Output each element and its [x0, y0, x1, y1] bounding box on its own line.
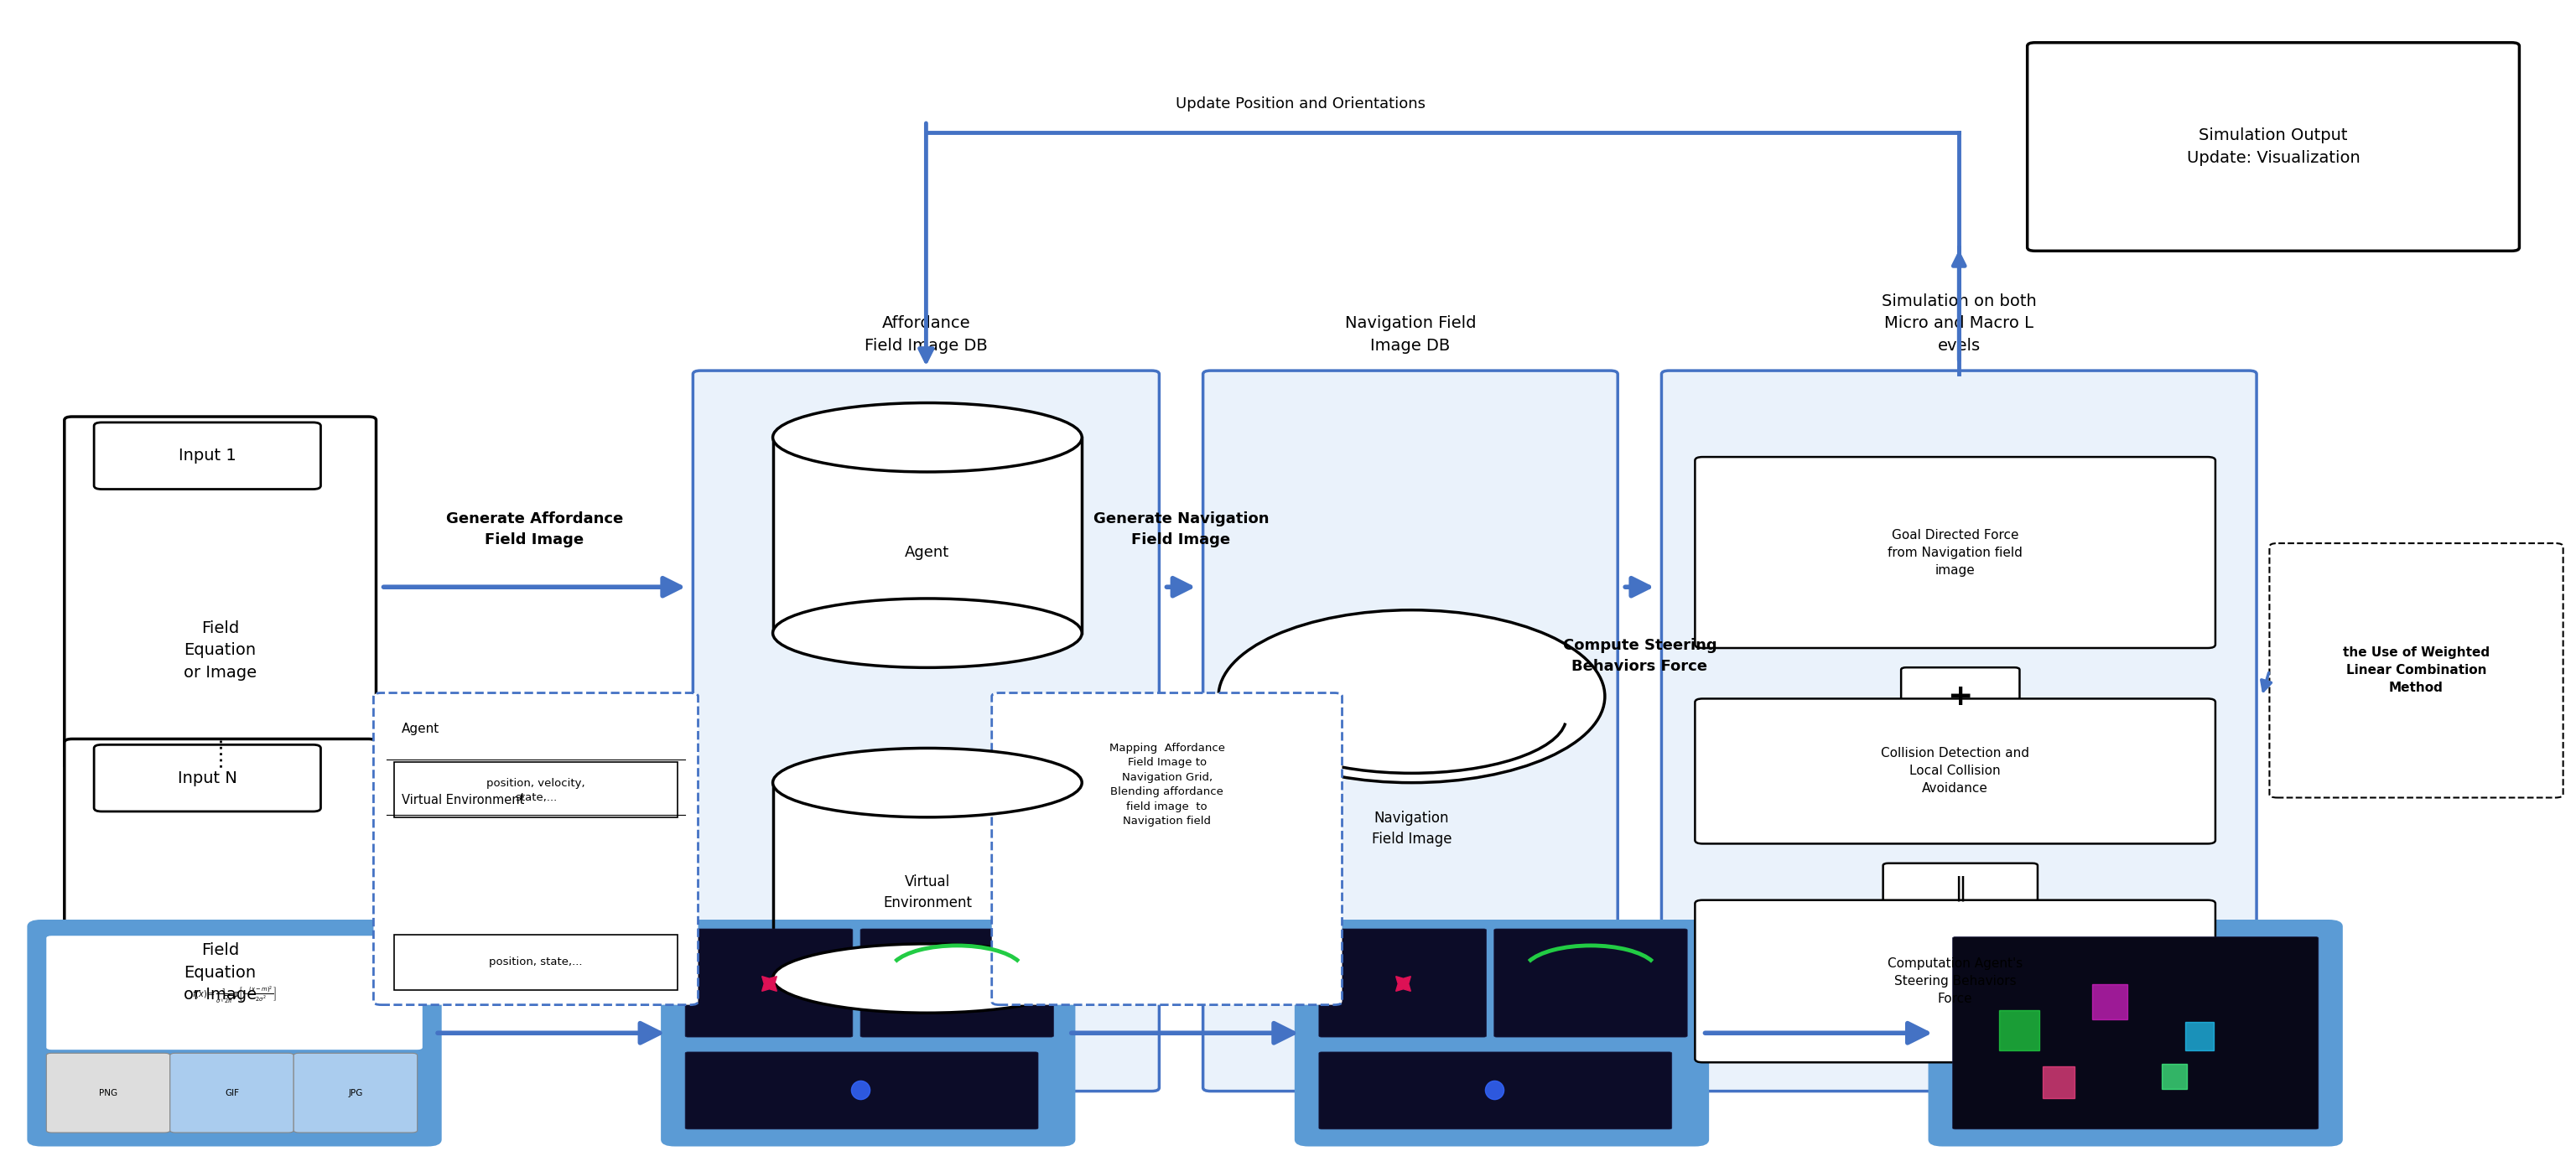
Text: $f(x)=\frac{1}{\sigma\sqrt{2\pi}}\varphi\left[-\frac{(x-m)^2}{2\sigma^2}\right]$: $f(x)=\frac{1}{\sigma\sqrt{2\pi}}\varphi…: [193, 984, 276, 1005]
Ellipse shape: [773, 748, 1082, 817]
FancyBboxPatch shape: [1695, 900, 2215, 1062]
Bar: [394, 762, 677, 817]
Text: Computation Agent's
Steering Behaviors
Force: Computation Agent's Steering Behaviors F…: [1888, 958, 2022, 1005]
Text: Affordance
Field Image DB: Affordance Field Image DB: [866, 315, 987, 353]
Ellipse shape: [773, 599, 1082, 668]
FancyBboxPatch shape: [2269, 543, 2563, 798]
FancyBboxPatch shape: [93, 422, 319, 489]
Text: Navigation
Field Image: Navigation Field Image: [1370, 810, 1453, 847]
FancyBboxPatch shape: [46, 1053, 170, 1133]
Text: ‖: ‖: [1955, 876, 1965, 901]
Text: Update Position and Orientations: Update Position and Orientations: [1175, 96, 1427, 112]
Text: Compute Steering
Behaviors Force: Compute Steering Behaviors Force: [1564, 638, 1716, 674]
Text: Agent: Agent: [904, 544, 951, 561]
FancyBboxPatch shape: [1695, 699, 2215, 844]
FancyBboxPatch shape: [1901, 668, 2020, 725]
FancyBboxPatch shape: [1953, 937, 2318, 1129]
Text: +: +: [1947, 683, 1973, 710]
Text: Field
Equation
or Image: Field Equation or Image: [183, 620, 258, 680]
FancyBboxPatch shape: [28, 921, 440, 1145]
Text: GIF: GIF: [224, 1089, 240, 1098]
FancyBboxPatch shape: [1319, 1052, 1672, 1129]
Text: Collision Detection and
Local Collision
Avoidance: Collision Detection and Local Collision …: [1880, 747, 2030, 795]
Text: Virtual Environment: Virtual Environment: [402, 794, 526, 806]
Text: Field
Equation
or Image: Field Equation or Image: [183, 943, 258, 1003]
Text: Goal Directed Force
from Navigation field
image: Goal Directed Force from Navigation fiel…: [1888, 528, 2022, 577]
FancyBboxPatch shape: [46, 936, 422, 1050]
Ellipse shape: [773, 944, 1082, 1013]
FancyBboxPatch shape: [1203, 371, 1618, 1091]
Circle shape: [1218, 610, 1605, 783]
FancyBboxPatch shape: [294, 1053, 417, 1133]
FancyBboxPatch shape: [64, 739, 376, 1091]
FancyBboxPatch shape: [662, 921, 1074, 1145]
FancyBboxPatch shape: [1494, 929, 1687, 1037]
Text: the Use of Weighted
Linear Combination
Method: the Use of Weighted Linear Combination M…: [2342, 647, 2491, 694]
Text: Simulation Output
Update: Visualization: Simulation Output Update: Visualization: [2187, 128, 2360, 166]
Text: Input N: Input N: [178, 770, 237, 786]
Bar: [773, 437, 1082, 633]
FancyBboxPatch shape: [860, 929, 1054, 1037]
FancyBboxPatch shape: [1662, 371, 2257, 1091]
Ellipse shape: [773, 403, 1082, 472]
Text: Simulation on both
Micro and Macro L
evels: Simulation on both Micro and Macro L eve…: [1880, 294, 2038, 353]
FancyBboxPatch shape: [685, 1052, 1038, 1129]
Bar: [773, 783, 1082, 978]
FancyBboxPatch shape: [1883, 863, 2038, 914]
Text: position, state,...: position, state,...: [489, 956, 582, 968]
FancyBboxPatch shape: [1296, 921, 1708, 1145]
Text: Agent: Agent: [402, 723, 440, 734]
Text: position, velocity,
state,...: position, velocity, state,...: [487, 778, 585, 803]
FancyBboxPatch shape: [64, 417, 376, 769]
FancyBboxPatch shape: [1319, 929, 1486, 1037]
Text: Mapping  Affordance
Field Image to
Navigation Grid,
Blending affordance
field im: Mapping Affordance Field Image to Naviga…: [1110, 742, 1224, 826]
Text: JPG: JPG: [348, 1089, 363, 1098]
FancyBboxPatch shape: [1695, 457, 2215, 648]
Bar: [394, 935, 677, 990]
FancyBboxPatch shape: [170, 1053, 294, 1133]
Text: Generate Affordance
Field Image: Generate Affordance Field Image: [446, 511, 623, 548]
FancyBboxPatch shape: [992, 693, 1342, 1005]
FancyBboxPatch shape: [93, 745, 319, 811]
FancyBboxPatch shape: [2027, 43, 2519, 251]
Text: PNG: PNG: [98, 1089, 118, 1098]
Text: Input 1: Input 1: [178, 448, 237, 464]
FancyBboxPatch shape: [693, 371, 1159, 1091]
FancyBboxPatch shape: [374, 693, 698, 1005]
FancyBboxPatch shape: [1929, 921, 2342, 1145]
Text: Virtual
Environment: Virtual Environment: [884, 874, 971, 910]
FancyBboxPatch shape: [685, 929, 853, 1037]
Text: Generate Navigation
Field Image: Generate Navigation Field Image: [1092, 511, 1270, 548]
Text: Navigation Field
Image DB: Navigation Field Image DB: [1345, 315, 1476, 353]
